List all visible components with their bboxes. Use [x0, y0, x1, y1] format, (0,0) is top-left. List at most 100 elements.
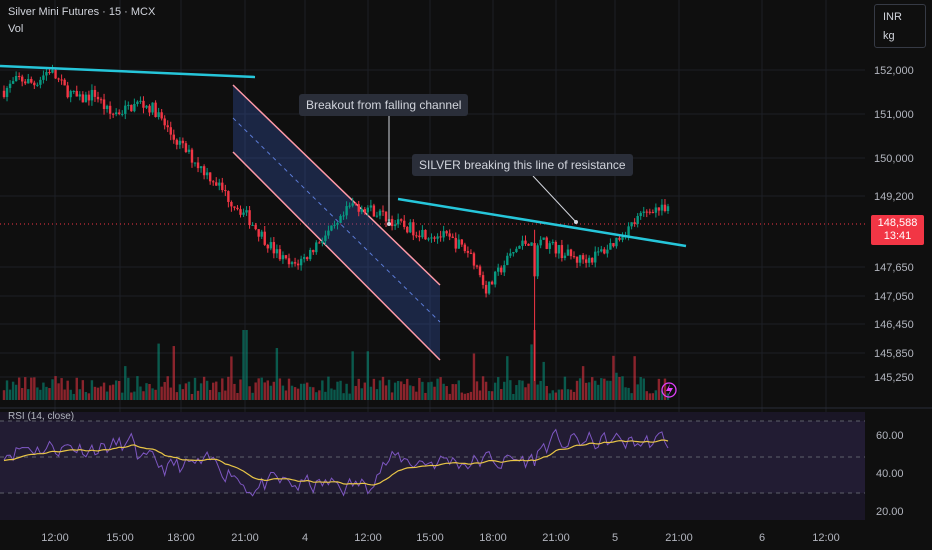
- volume-bar: [133, 391, 136, 400]
- bar-countdown: 13:41: [883, 230, 912, 242]
- price-tick-label: 149,200: [874, 191, 914, 203]
- volume-bar: [569, 389, 573, 400]
- volume-bar: [166, 376, 169, 400]
- candle-body: [148, 105, 151, 113]
- volume-bar: [515, 385, 518, 400]
- candle-body: [500, 267, 503, 273]
- volume-bar: [24, 377, 27, 400]
- candle-body: [563, 255, 567, 258]
- candle-body: [178, 140, 182, 145]
- candle-body: [254, 224, 257, 230]
- candle-body: [539, 239, 542, 246]
- volume-bar: [324, 391, 327, 400]
- candle-body: [633, 222, 636, 225]
- candle-body: [363, 209, 367, 213]
- currency-label: INR: [883, 11, 902, 23]
- candle-body: [430, 237, 433, 239]
- volume-bar: [236, 393, 239, 400]
- flash-icon: [666, 384, 673, 396]
- volume-bar: [363, 382, 367, 400]
- volume-bar: [500, 389, 503, 400]
- candle-body: [54, 69, 57, 79]
- volume-bar: [612, 355, 615, 400]
- candle-body: [318, 242, 321, 244]
- candle-body: [457, 239, 460, 249]
- volume-bar: [154, 389, 157, 400]
- candle-body: [63, 79, 66, 86]
- volume-bar: [108, 385, 112, 400]
- candle-body: [296, 263, 300, 266]
- candle-body: [239, 209, 242, 215]
- volume-bar: [181, 389, 185, 400]
- candle-body: [114, 112, 118, 115]
- candle-body: [345, 206, 348, 216]
- volume-bar: [305, 382, 309, 400]
- volume-bar: [357, 378, 360, 400]
- volume-bar: [99, 386, 103, 400]
- candle-body: [630, 222, 633, 227]
- volume-bar: [163, 382, 166, 400]
- volume-bar: [445, 386, 448, 400]
- volume-bar: [215, 381, 218, 400]
- volume-bar: [621, 376, 624, 400]
- time-tick-label: 6: [759, 532, 765, 544]
- volume-bar: [17, 377, 21, 400]
- candle-body: [381, 210, 385, 212]
- volume-bar: [175, 392, 179, 400]
- candle-body: [245, 210, 248, 213]
- volume-bar: [142, 391, 145, 400]
- candle-body: [202, 166, 206, 176]
- volume-bar: [230, 356, 233, 400]
- candle-body: [269, 242, 273, 249]
- volume-bar: [315, 392, 318, 400]
- volume-bar: [160, 386, 163, 400]
- channel-lower: [232, 151, 441, 361]
- candle-body: [51, 69, 54, 73]
- candle-body: [651, 212, 655, 214]
- annotation-breakout: Breakout from falling channel: [299, 94, 469, 116]
- time-tick-label: 12:00: [812, 532, 840, 544]
- volume-bar: [118, 380, 121, 400]
- volume-bar: [333, 389, 336, 400]
- volume-bar: [96, 387, 100, 400]
- volume-bar: [72, 393, 75, 400]
- volume-bar: [503, 381, 506, 400]
- candle-body: [142, 100, 145, 108]
- volume-bar: [481, 376, 485, 400]
- volume-bar: [178, 384, 182, 400]
- trendline-top: [0, 64, 256, 79]
- candle-body: [184, 143, 188, 152]
- volume-bar: [484, 381, 488, 400]
- candle-body: [163, 118, 166, 126]
- candle-body: [187, 149, 191, 152]
- candle-body: [606, 249, 609, 254]
- candle-body: [460, 239, 464, 245]
- volume-bar: [409, 385, 412, 400]
- candle-body: [151, 102, 154, 113]
- volume-bar: [11, 381, 15, 400]
- candle-body: [78, 94, 81, 97]
- candle-body: [472, 253, 476, 266]
- candle-body: [121, 113, 124, 115]
- volume-bar: [251, 392, 254, 400]
- volume-bar: [563, 376, 567, 400]
- volume-bar: [102, 382, 106, 400]
- volume-bar: [245, 330, 248, 400]
- volume-bar: [654, 390, 658, 400]
- candle-body: [14, 76, 18, 82]
- candle-body: [145, 105, 148, 108]
- candle-body: [90, 89, 94, 101]
- candle-body: [105, 105, 109, 110]
- volume-bar: [263, 382, 266, 400]
- candle-body: [157, 112, 160, 118]
- candle-body: [290, 262, 294, 265]
- volume-bar: [578, 378, 582, 400]
- volume-bar: [369, 386, 373, 400]
- candle-body: [236, 207, 239, 210]
- volume-bar: [184, 383, 188, 400]
- candle-body: [199, 166, 203, 169]
- candle-body: [181, 140, 185, 144]
- unit-selector[interactable]: INR kg: [874, 4, 926, 48]
- candle-body: [512, 252, 515, 254]
- time-tick-label: 4: [302, 532, 308, 544]
